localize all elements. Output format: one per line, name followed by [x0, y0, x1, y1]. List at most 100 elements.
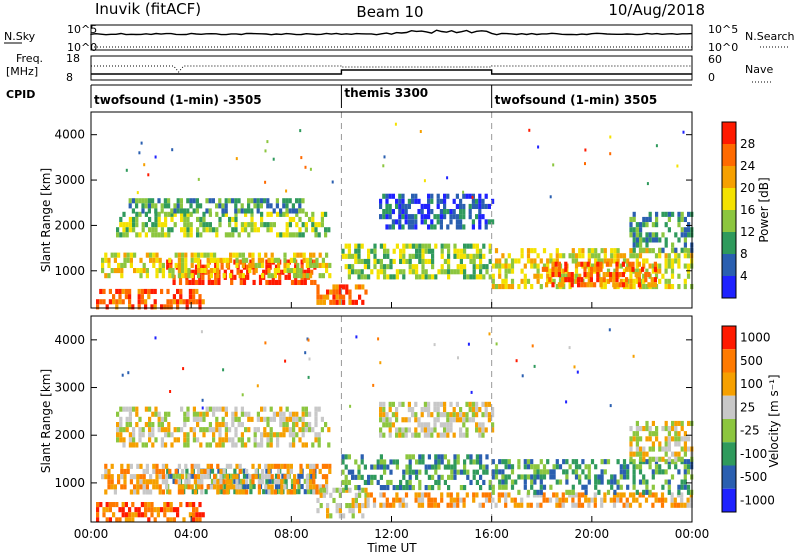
velocity-cell — [206, 474, 210, 480]
power-cell — [561, 277, 565, 283]
power-cell — [431, 274, 435, 280]
velocity-cell — [434, 454, 438, 460]
power-cell — [683, 278, 687, 284]
velocity-cell — [642, 456, 646, 462]
power-cell — [138, 211, 142, 217]
velocity-cell — [245, 468, 249, 475]
power-cell — [648, 248, 652, 254]
velocity-cell — [645, 459, 649, 465]
velocity-cell — [433, 502, 437, 508]
velocity-cell — [455, 412, 459, 418]
velocity-cell — [420, 502, 425, 508]
velocity-cell — [565, 489, 569, 495]
velocity-cell — [113, 489, 117, 495]
velocity-cell — [151, 422, 155, 428]
velocity-cell — [533, 489, 537, 495]
power-cell — [427, 248, 431, 254]
power-cell — [147, 294, 151, 300]
velocity-cell — [163, 502, 167, 508]
velocity-cell — [542, 484, 547, 490]
power-cell — [546, 258, 550, 264]
velocity-cell — [683, 464, 687, 470]
power-cell — [135, 222, 139, 228]
power-cell — [293, 268, 297, 274]
power-cell — [430, 193, 434, 199]
velocity-cell — [118, 517, 122, 523]
velocity-cell — [152, 463, 156, 469]
velocity-cell — [147, 502, 151, 508]
velocity-cell — [177, 489, 181, 495]
power-cell — [160, 304, 164, 310]
power-cell — [177, 268, 181, 274]
velocity-cell — [249, 484, 253, 490]
velocity-cell — [364, 492, 368, 498]
velocity-cell — [120, 474, 124, 480]
power-point — [609, 152, 612, 156]
power-cell — [234, 222, 238, 228]
power-cell — [404, 203, 408, 210]
velocity-cell — [686, 489, 691, 495]
power-cell — [482, 264, 486, 270]
power-cell — [320, 222, 324, 228]
velocity-cell — [475, 469, 479, 475]
velocity-cell — [635, 489, 639, 495]
velocity-cell — [439, 401, 443, 407]
power-cell — [664, 237, 668, 243]
power-cell — [619, 278, 623, 284]
velocity-cell — [613, 489, 617, 495]
velocity-cell — [446, 432, 450, 438]
power-cell — [259, 203, 263, 209]
power-cell — [238, 273, 242, 279]
velocity-cell — [667, 441, 671, 447]
power-cell — [415, 243, 419, 249]
velocity-cell — [610, 474, 614, 480]
power-cell — [201, 279, 205, 286]
power-cell — [402, 274, 406, 280]
velocity-cell — [526, 459, 531, 465]
velocity-cell — [427, 432, 431, 438]
velocity-cell — [661, 484, 665, 490]
velocity-cell — [137, 507, 141, 513]
velocity-cell — [514, 479, 518, 485]
velocity-cell — [510, 469, 515, 475]
velocity-cell — [280, 484, 284, 490]
velocity-cell — [549, 484, 553, 490]
power-cell — [501, 284, 505, 290]
velocity-point — [521, 374, 524, 378]
velocity-cell — [440, 492, 444, 498]
velocity-cell — [475, 422, 479, 428]
power-cell — [147, 208, 151, 214]
velocity-colorbar-label: 1000 — [740, 331, 771, 345]
power-cell — [126, 252, 130, 258]
velocity-cell — [401, 497, 405, 503]
power-cell — [137, 294, 141, 300]
power-cell — [491, 263, 495, 269]
power-cell — [478, 203, 482, 210]
power-cell — [316, 284, 320, 290]
power-cell — [411, 253, 415, 259]
velocity-cell — [170, 432, 174, 438]
velocity-cell — [231, 422, 235, 428]
velocity-cell — [116, 411, 120, 417]
velocity-cell — [269, 442, 273, 448]
power-cell — [418, 248, 422, 254]
velocity-cell — [144, 512, 148, 518]
power-cell — [360, 269, 364, 275]
power-cell — [309, 262, 313, 269]
power-cell — [124, 294, 128, 300]
power-cell — [293, 257, 297, 263]
velocity-cell — [295, 416, 299, 422]
power-cell — [670, 268, 675, 274]
velocity-cell — [261, 468, 265, 475]
power-cell — [468, 209, 472, 215]
velocity-cell — [485, 464, 489, 470]
power-cell — [376, 274, 380, 280]
velocity-cell — [293, 489, 297, 495]
velocity-cell — [603, 469, 607, 475]
velocity-cell — [635, 441, 639, 447]
velocity-cell — [176, 512, 180, 518]
power-cell — [599, 261, 603, 267]
velocity-cell — [351, 508, 355, 514]
velocity-cell — [645, 484, 649, 490]
power-cell — [471, 198, 475, 204]
